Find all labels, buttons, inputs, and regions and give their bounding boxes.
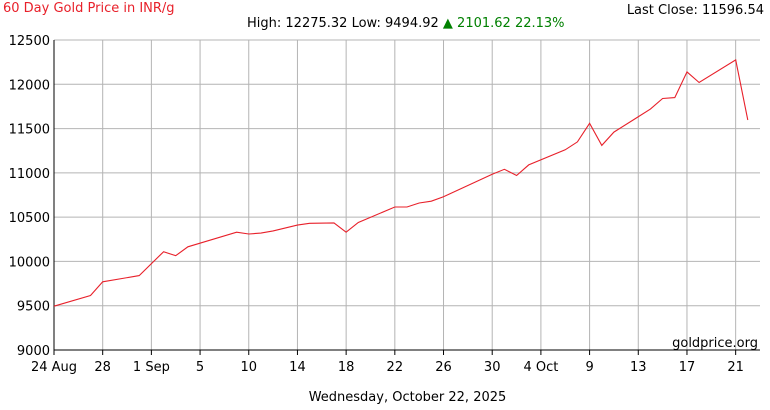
high-label: High: [247, 16, 282, 31]
up-arrow-icon: ▲ [442, 16, 453, 31]
y-tick-label: 10000 [9, 255, 50, 270]
last-close-value: 11596.54 [701, 3, 764, 18]
y-tick-label: 9500 [17, 300, 50, 315]
x-tick-label: 22 [387, 360, 404, 375]
last-close: Last Close: 11596.54 [627, 3, 764, 18]
x-tick-label: 13 [630, 360, 647, 375]
y-tick-label: 12500 [9, 34, 50, 49]
y-tick-label: 10500 [9, 211, 50, 226]
x-tick-label: 9 [585, 360, 593, 375]
footer-date: Wednesday, October 22, 2025 [308, 390, 507, 405]
y-tick-label: 11500 [9, 123, 50, 138]
x-tick-label: 5 [196, 360, 204, 375]
x-tick-label: 18 [338, 360, 355, 375]
y-tick-label: 11000 [9, 167, 50, 182]
y-tick-label: 12000 [9, 78, 50, 93]
x-tick-label: 1 Sep [133, 360, 170, 375]
price-series-line [53, 59, 749, 307]
x-tick-label: 24 Aug [31, 360, 77, 375]
y-tick-label: 9000 [17, 344, 50, 359]
high-value: 12275.32 [285, 16, 348, 31]
x-tick-label: 26 [435, 360, 452, 375]
chart-title: 60 Day Gold Price in INR/g [3, 1, 175, 16]
price-stats: High: 12275.32 Low: 9494.92 ▲ 2101.62 22… [247, 16, 565, 31]
x-tick-label: 30 [484, 360, 501, 375]
last-close-label: Last Close: [626, 3, 698, 18]
x-tick-label: 17 [679, 360, 696, 375]
watermark: goldprice.org [672, 336, 758, 351]
low-label: Low: [351, 16, 381, 31]
x-tick-label: 28 [94, 360, 111, 375]
x-tick-label: 14 [289, 360, 306, 375]
low-value: 9494.92 [385, 16, 439, 31]
x-tick-label: 21 [727, 360, 744, 375]
x-tick-label: 4 Oct [523, 360, 558, 375]
change-value: 2101.62 [457, 16, 511, 31]
change-percent: 22.13% [514, 16, 565, 31]
x-tick-label: 10 [240, 360, 257, 375]
